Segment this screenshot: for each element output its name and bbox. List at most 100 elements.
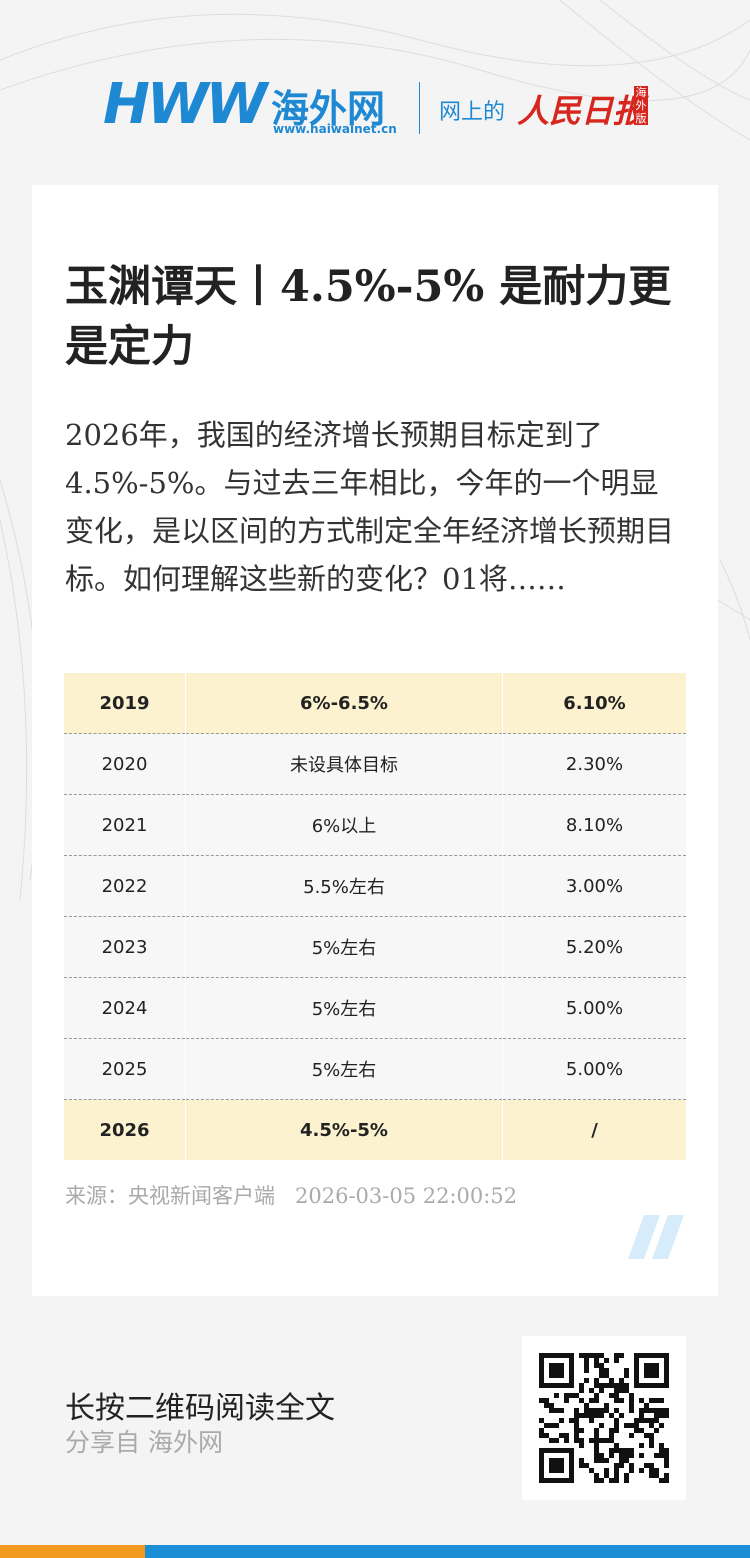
bottom-bar [0, 1545, 145, 1558]
qr-module [549, 1458, 564, 1473]
qr-module [589, 1438, 594, 1443]
edition: 海外版 [634, 86, 648, 125]
qr-module [664, 1473, 669, 1478]
qr-module [584, 1378, 589, 1383]
qr-module [599, 1438, 604, 1443]
bottom-bar [145, 1545, 750, 1558]
qr-module [594, 1478, 599, 1483]
qr-module [634, 1423, 639, 1428]
table-row: 2023 5%左右 5.20% [64, 916, 686, 978]
qr-module [659, 1453, 664, 1458]
qr-module [589, 1408, 594, 1413]
qr-module [614, 1408, 619, 1413]
qr-module [589, 1398, 594, 1403]
qr-module [554, 1393, 559, 1398]
qr-module [594, 1398, 599, 1403]
qr-module [604, 1473, 609, 1478]
qr-module [599, 1458, 604, 1463]
qr-module [604, 1468, 609, 1473]
qr-module [649, 1438, 654, 1443]
qr-module [594, 1448, 599, 1453]
qr-module [594, 1473, 599, 1478]
qr-module [609, 1453, 614, 1458]
table-row: 2019 6%-6.5% 6.10% [64, 673, 686, 734]
decoration [628, 1215, 684, 1259]
qr-module [659, 1413, 664, 1418]
qr-module [599, 1353, 604, 1358]
qr-module [659, 1478, 664, 1483]
qr-module [579, 1438, 584, 1443]
qr-module [614, 1428, 619, 1433]
qr-module [629, 1393, 634, 1398]
qr-module [624, 1383, 629, 1388]
logo-name: 海外网 [271, 87, 386, 131]
qr-module [594, 1393, 599, 1398]
qr-module [579, 1388, 584, 1393]
qr-module [539, 1433, 544, 1438]
qr-module [619, 1353, 624, 1358]
qr-module [629, 1448, 634, 1453]
qr-module [649, 1433, 654, 1438]
qr-module [599, 1388, 604, 1393]
qr-module [594, 1453, 599, 1458]
qr-module [649, 1423, 654, 1428]
qr-module [574, 1393, 579, 1398]
table-cell: 5.00% [502, 977, 686, 1039]
qr-module [664, 1453, 669, 1458]
qr-module [594, 1458, 599, 1463]
table-cell: 5.5%左右 [185, 855, 503, 917]
qr-module [634, 1428, 639, 1433]
qr-module [559, 1418, 564, 1423]
qr-module [544, 1433, 549, 1438]
qr-module [584, 1353, 589, 1358]
meta: 来源：央视新闻客户端 2026-03-05 22:00:52 [65, 1180, 517, 1210]
qr-module [604, 1408, 609, 1413]
qr-module [599, 1383, 604, 1388]
qr-module [609, 1393, 614, 1398]
qr-module [664, 1448, 669, 1453]
qr-module [624, 1388, 629, 1393]
qr-module [614, 1468, 619, 1473]
qr-module [564, 1398, 569, 1403]
qr-module [659, 1443, 664, 1448]
qr-module [574, 1423, 579, 1428]
qr-module [664, 1463, 669, 1468]
qr-module [624, 1423, 629, 1428]
qr-module [594, 1353, 599, 1358]
qr-module [649, 1418, 654, 1423]
qr-module [569, 1418, 574, 1423]
qr-module [584, 1463, 589, 1468]
qr-module [649, 1473, 654, 1478]
qr-code[interactable] [522, 1336, 686, 1500]
qr-module [629, 1403, 634, 1408]
table-cell: 2020 [64, 733, 186, 795]
qr-module [639, 1398, 644, 1403]
qr-module [579, 1383, 584, 1388]
qr-module [599, 1413, 604, 1418]
qr-module [604, 1383, 609, 1388]
qr-module [634, 1418, 639, 1423]
qr-module [604, 1358, 609, 1363]
table-cell: 6%以上 [185, 794, 503, 856]
qr-module [619, 1453, 624, 1458]
qr-module [564, 1438, 569, 1443]
article-card[interactable]: 玉渊谭天丨4.5%-5% 是耐力更是定力 2026年，我国的经济增长预期目标定到… [32, 185, 718, 1296]
qr-module [594, 1378, 599, 1383]
table-row: 2025 5%左右 5.00% [64, 1038, 686, 1100]
qr-module [609, 1378, 614, 1383]
tagline: 网上的 [439, 100, 506, 125]
qr-module [619, 1388, 624, 1393]
qr-module [654, 1453, 659, 1458]
table-cell: 2022 [64, 855, 186, 917]
qr-module [629, 1408, 634, 1413]
logo-url: www.haiwainet.cn [273, 122, 397, 136]
qr-module [579, 1443, 584, 1448]
qr-module [589, 1468, 594, 1473]
qr-module [589, 1353, 594, 1358]
qr-module [609, 1478, 614, 1483]
qr-module [644, 1463, 649, 1468]
qr-module [599, 1478, 604, 1483]
qr-module [574, 1438, 579, 1443]
qr-module [539, 1398, 544, 1403]
table-row: 2024 5%左右 5.00% [64, 977, 686, 1039]
